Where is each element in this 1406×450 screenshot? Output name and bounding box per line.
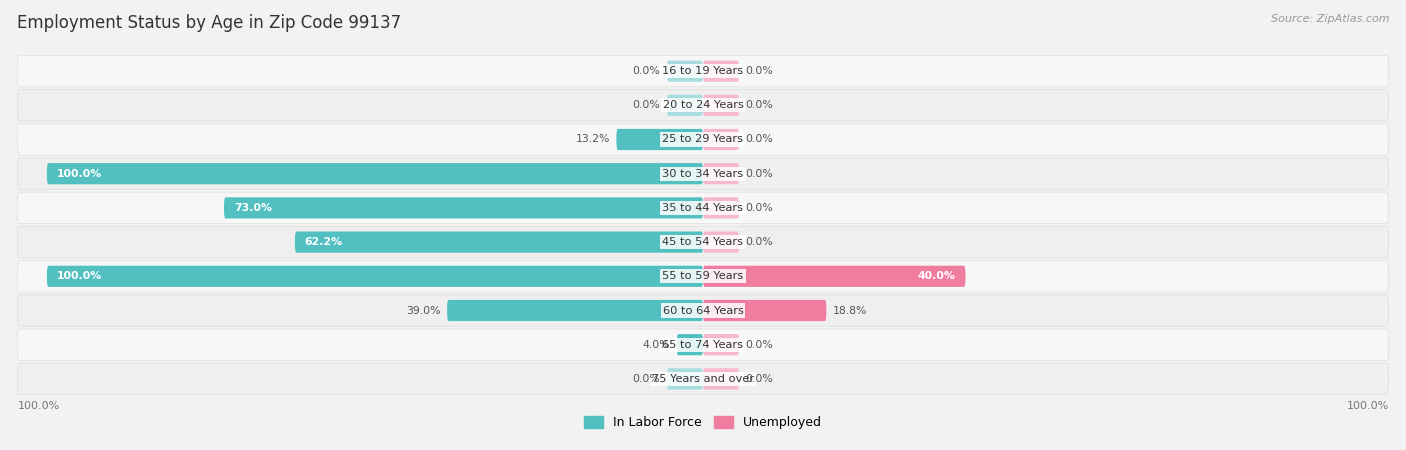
Text: 62.2%: 62.2% <box>305 237 343 247</box>
FancyBboxPatch shape <box>447 300 703 321</box>
FancyBboxPatch shape <box>703 163 740 184</box>
Text: 100.0%: 100.0% <box>17 401 59 411</box>
FancyBboxPatch shape <box>703 266 966 287</box>
Text: 0.0%: 0.0% <box>745 169 773 179</box>
Legend: In Labor Force, Unemployed: In Labor Force, Unemployed <box>579 411 827 434</box>
FancyBboxPatch shape <box>17 158 1389 189</box>
FancyBboxPatch shape <box>46 266 703 287</box>
Text: Employment Status by Age in Zip Code 99137: Employment Status by Age in Zip Code 991… <box>17 14 401 32</box>
FancyBboxPatch shape <box>17 295 1389 326</box>
FancyBboxPatch shape <box>17 261 1389 292</box>
FancyBboxPatch shape <box>17 226 1389 258</box>
FancyBboxPatch shape <box>666 60 703 82</box>
FancyBboxPatch shape <box>224 197 703 219</box>
Text: 18.8%: 18.8% <box>832 306 868 315</box>
FancyBboxPatch shape <box>703 197 740 219</box>
Text: 13.2%: 13.2% <box>575 135 610 144</box>
Text: 0.0%: 0.0% <box>745 374 773 384</box>
FancyBboxPatch shape <box>666 94 703 116</box>
Text: 25 to 29 Years: 25 to 29 Years <box>662 135 744 144</box>
Text: 35 to 44 Years: 35 to 44 Years <box>662 203 744 213</box>
Text: 0.0%: 0.0% <box>745 66 773 76</box>
Text: 0.0%: 0.0% <box>745 203 773 213</box>
Text: 16 to 19 Years: 16 to 19 Years <box>662 66 744 76</box>
Text: 0.0%: 0.0% <box>745 340 773 350</box>
Text: 100.0%: 100.0% <box>56 169 103 179</box>
FancyBboxPatch shape <box>703 94 740 116</box>
FancyBboxPatch shape <box>46 163 703 184</box>
Text: 0.0%: 0.0% <box>633 66 661 76</box>
FancyBboxPatch shape <box>616 129 703 150</box>
Text: 60 to 64 Years: 60 to 64 Years <box>662 306 744 315</box>
Text: 39.0%: 39.0% <box>406 306 440 315</box>
FancyBboxPatch shape <box>17 192 1389 224</box>
Text: Source: ZipAtlas.com: Source: ZipAtlas.com <box>1271 14 1389 23</box>
Text: 0.0%: 0.0% <box>633 100 661 110</box>
FancyBboxPatch shape <box>703 129 740 150</box>
FancyBboxPatch shape <box>17 90 1389 121</box>
FancyBboxPatch shape <box>17 124 1389 155</box>
Text: 0.0%: 0.0% <box>745 100 773 110</box>
FancyBboxPatch shape <box>666 368 703 390</box>
FancyBboxPatch shape <box>703 300 827 321</box>
FancyBboxPatch shape <box>703 334 740 356</box>
Text: 20 to 24 Years: 20 to 24 Years <box>662 100 744 110</box>
Text: 45 to 54 Years: 45 to 54 Years <box>662 237 744 247</box>
Text: 30 to 34 Years: 30 to 34 Years <box>662 169 744 179</box>
FancyBboxPatch shape <box>17 363 1389 395</box>
Text: 55 to 59 Years: 55 to 59 Years <box>662 271 744 281</box>
FancyBboxPatch shape <box>295 231 703 253</box>
Text: 40.0%: 40.0% <box>918 271 956 281</box>
Text: 100.0%: 100.0% <box>1347 401 1389 411</box>
FancyBboxPatch shape <box>703 368 740 390</box>
Text: 73.0%: 73.0% <box>233 203 271 213</box>
Text: 4.0%: 4.0% <box>643 340 671 350</box>
Text: 65 to 74 Years: 65 to 74 Years <box>662 340 744 350</box>
FancyBboxPatch shape <box>703 231 740 253</box>
FancyBboxPatch shape <box>676 334 703 356</box>
Text: 75 Years and over: 75 Years and over <box>652 374 754 384</box>
FancyBboxPatch shape <box>17 55 1389 87</box>
FancyBboxPatch shape <box>703 60 740 82</box>
Text: 0.0%: 0.0% <box>633 374 661 384</box>
FancyBboxPatch shape <box>17 329 1389 360</box>
Text: 100.0%: 100.0% <box>56 271 103 281</box>
Text: 0.0%: 0.0% <box>745 135 773 144</box>
Text: 0.0%: 0.0% <box>745 237 773 247</box>
